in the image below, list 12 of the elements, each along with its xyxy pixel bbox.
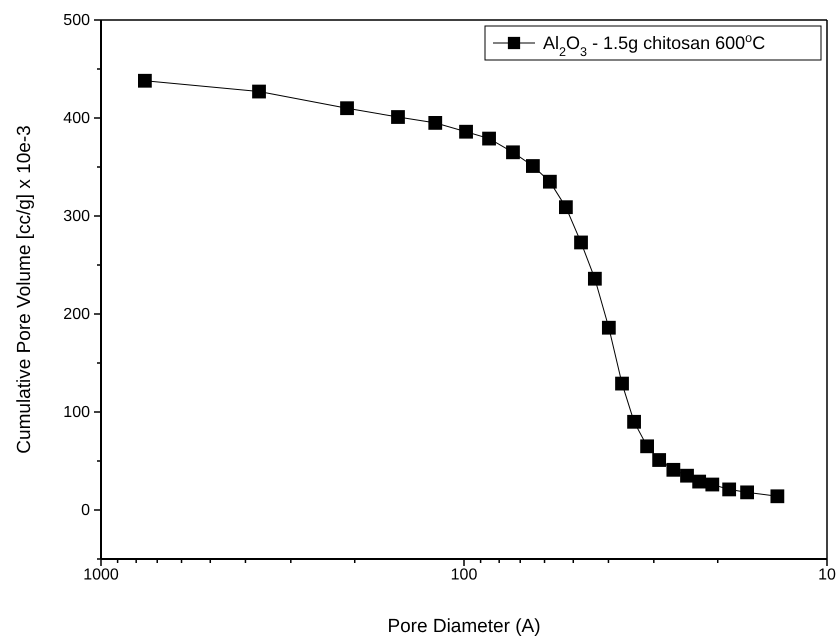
y-tick-label: 0 [81, 502, 90, 520]
x-tick-label: 1000 [83, 566, 119, 584]
y-axis-title: Cumulative Pore Volume [cc/g] x 10e-3 [14, 125, 35, 454]
x-tick-label: 100 [450, 566, 478, 584]
y-tick-label: 200 [63, 306, 90, 324]
y-tick-label: 100 [63, 404, 90, 422]
y-tick-label: 300 [63, 208, 90, 226]
y-tick-label: 400 [63, 110, 90, 128]
x-axis-title: Pore Diameter (A) [387, 616, 541, 637]
y-tick-label: 500 [63, 12, 90, 30]
x-tick-label: 10 [818, 566, 836, 584]
legend-label: Al$_{2}$O$_{3}$ - 1.5g chitosan 600$^{o}$C [543, 31, 766, 59]
